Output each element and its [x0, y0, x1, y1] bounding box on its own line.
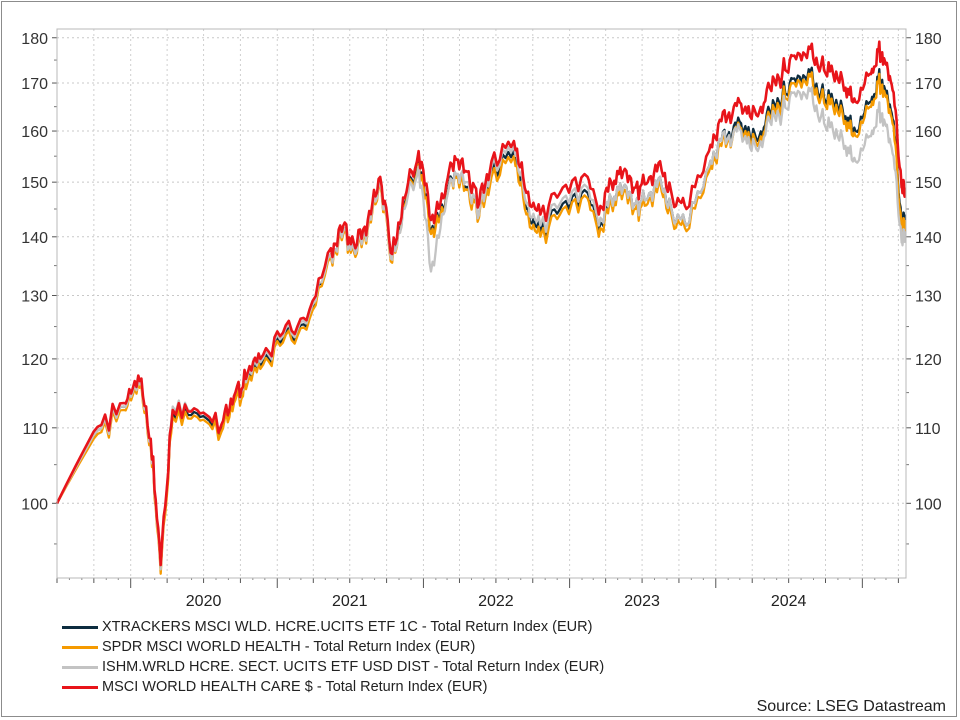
- y-tick-label: 130: [21, 288, 48, 305]
- y-tick-label: 170: [915, 76, 942, 93]
- x-axis: 2020 2021 2022 2023 2024: [56, 578, 899, 610]
- plot-area: [56, 28, 907, 579]
- y-tick-label: 150: [915, 175, 942, 192]
- legend-item: SPDR MSCI WORLD HEALTH - Total Return In…: [62, 637, 604, 657]
- x-tick-label: 2020: [186, 593, 222, 610]
- series-lines: [55, 40, 907, 575]
- y-tick-label: 120: [915, 352, 942, 369]
- legend-swatch: [62, 645, 98, 649]
- legend-item: MSCI WORLD HEALTH CARE $ - Total Return …: [62, 677, 604, 697]
- legend-label: ISHM.WRLD HCRE. SECT. UCITS ETF USD DIST…: [102, 659, 605, 675]
- source-note: Source: LSEG Datastream: [756, 698, 946, 715]
- x-tick-label: 2023: [624, 593, 660, 610]
- y-tick-label: 140: [21, 230, 48, 247]
- y-tick-label: 160: [915, 124, 942, 141]
- x-tick-label: 2021: [332, 593, 368, 610]
- legend-label: XTRACKERS MSCI WLD. HCRE.UCITS ETF 1C - …: [102, 619, 593, 635]
- legend-swatch: [62, 625, 98, 629]
- y-tick-label: 180: [915, 31, 942, 48]
- y-tick-label: 130: [915, 288, 942, 305]
- y-axis-right: 100 110 120 130 140 150 160 170 180: [906, 31, 942, 545]
- legend-swatch: [62, 665, 98, 669]
- legend-item: XTRACKERS MSCI WLD. HCRE.UCITS ETF 1C - …: [62, 617, 604, 637]
- y-tick-label: 120: [21, 352, 48, 369]
- x-tick-label: 2024: [771, 593, 807, 610]
- y-tick-label: 160: [21, 124, 48, 141]
- y-tick-label: 180: [21, 31, 48, 48]
- y-tick-label: 100: [21, 496, 48, 513]
- series-line: [55, 86, 907, 571]
- series-line: [55, 66, 907, 571]
- y-tick-label: 110: [22, 421, 48, 438]
- legend-swatch: [62, 685, 98, 689]
- legend-label: MSCI WORLD HEALTH CARE $ - Total Return …: [102, 679, 488, 695]
- y-tick-label: 150: [21, 175, 48, 192]
- legend-label: SPDR MSCI WORLD HEALTH - Total Return In…: [102, 639, 476, 655]
- legend-item: ISHM.WRLD HCRE. SECT. UCITS ETF USD DIST…: [62, 657, 604, 677]
- legend: XTRACKERS MSCI WLD. HCRE.UCITS ETF 1C - …: [62, 617, 604, 697]
- y-tick-label: 140: [915, 230, 942, 247]
- series-line: [55, 40, 907, 567]
- y-tick-label: 110: [915, 421, 941, 438]
- x-tick-label: 2022: [478, 593, 514, 610]
- y-axis-left: 100 110 120 130 140 150 160 170 180: [21, 31, 57, 545]
- y-tick-label: 170: [21, 76, 48, 93]
- series-line: [55, 71, 907, 575]
- y-tick-label: 100: [915, 496, 942, 513]
